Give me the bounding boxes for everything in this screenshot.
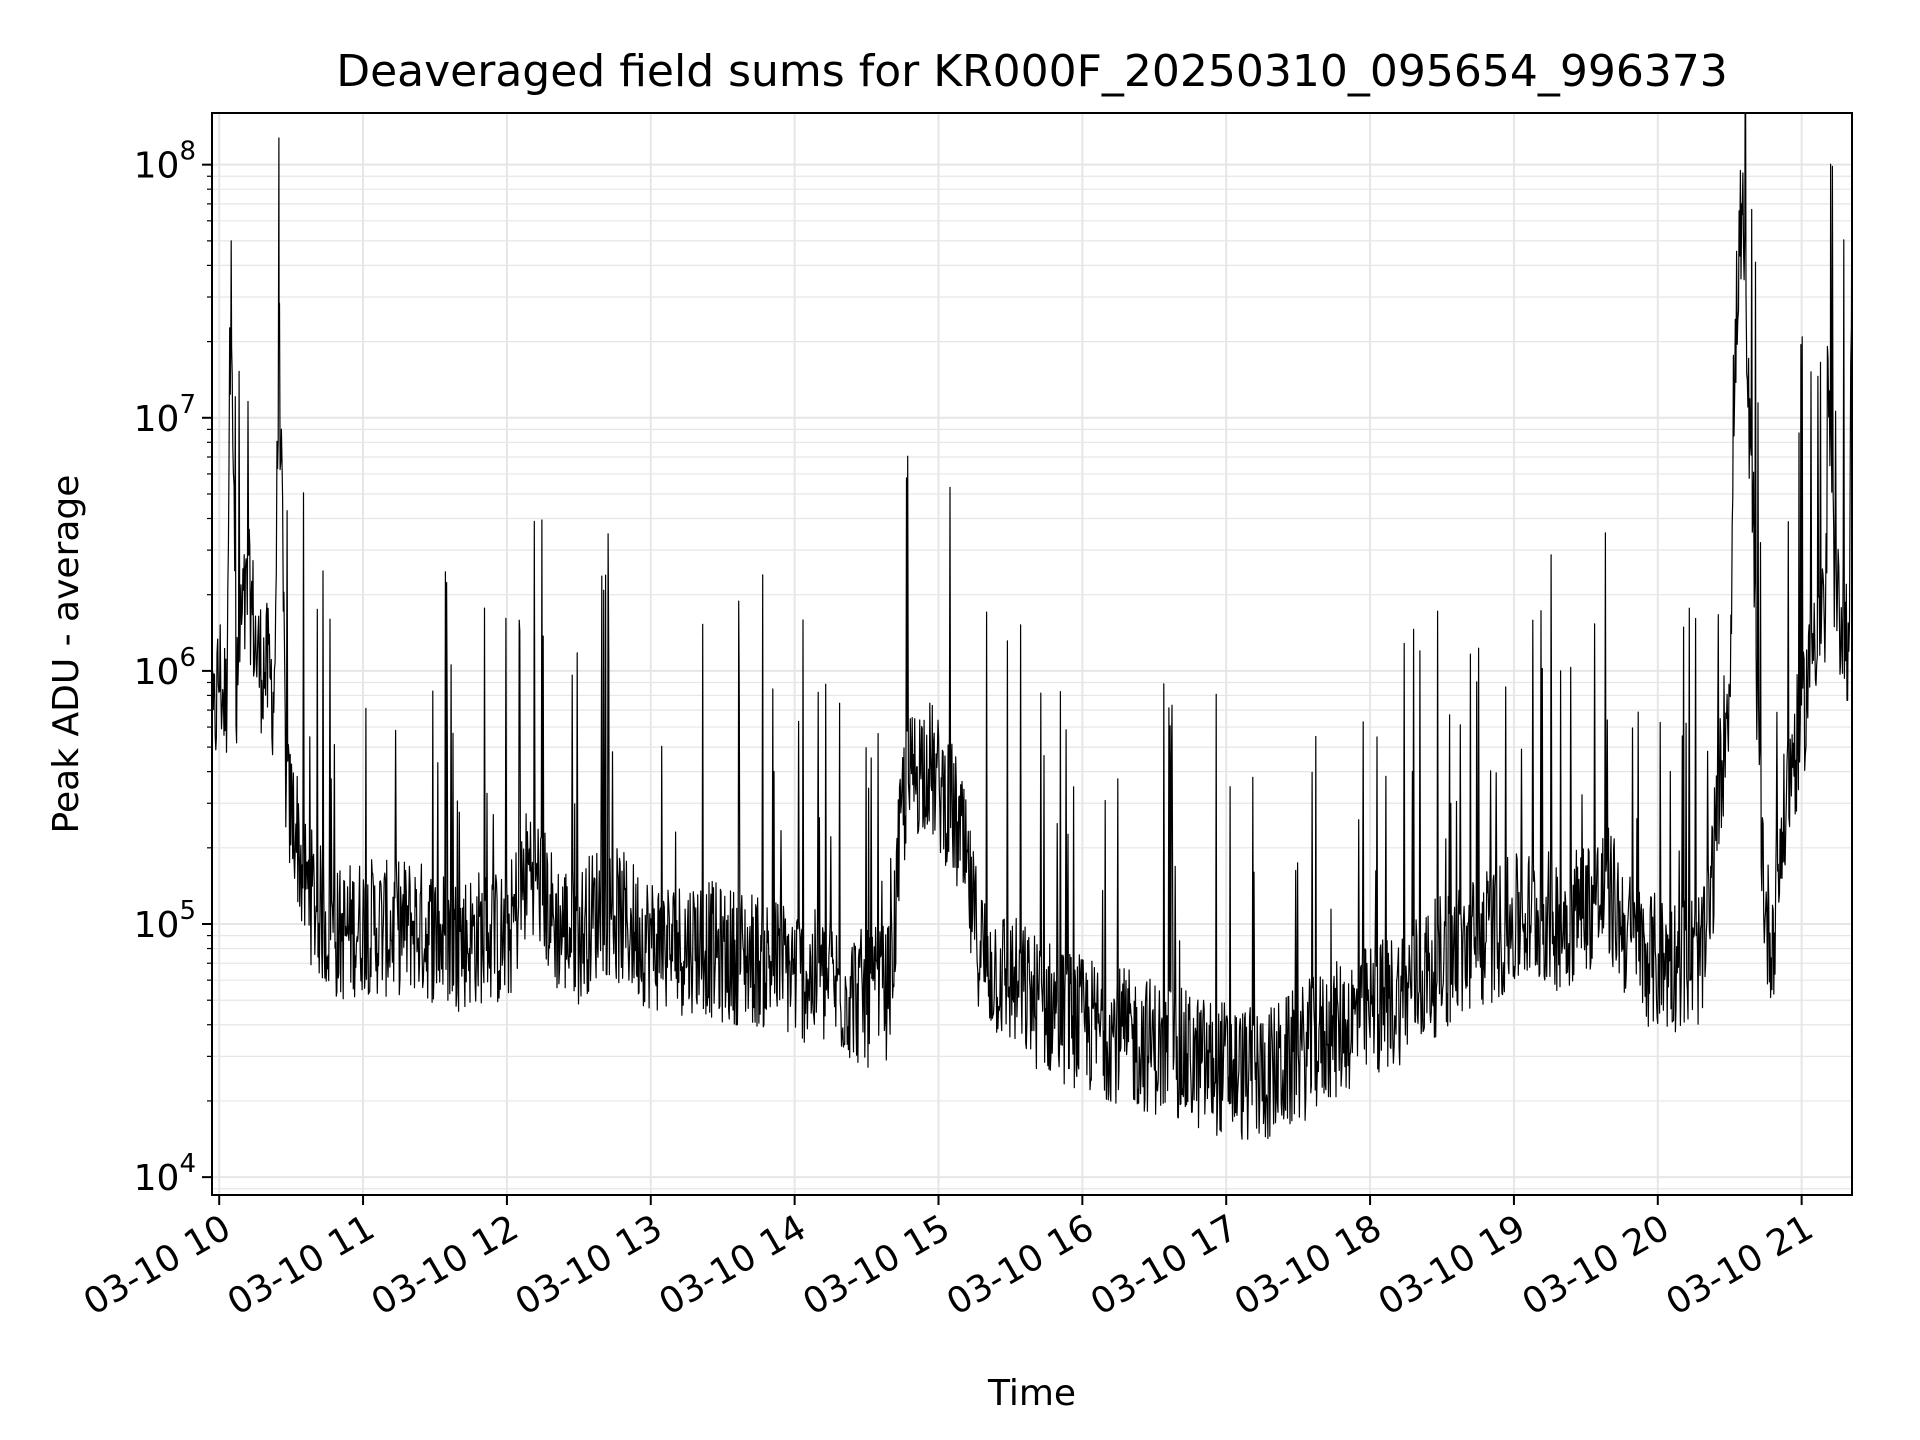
y-tick-mantissa: 10 <box>134 146 180 187</box>
x-tick-label: 03-10 14 <box>652 1207 813 1323</box>
x-tick-label: 03-10 13 <box>509 1207 670 1323</box>
x-tick-label: 03-10 11 <box>221 1207 382 1323</box>
y-tick-mantissa: 10 <box>134 652 180 693</box>
chart-title: Deaveraged field sums for KR000F_2025031… <box>336 46 1728 97</box>
y-tick-label: 108 <box>134 137 196 187</box>
y-tick-label: 107 <box>134 390 196 440</box>
x-tick-label: 03-10 19 <box>1372 1207 1533 1323</box>
series-line <box>212 113 1852 1140</box>
y-tick-exponent: 6 <box>179 643 196 673</box>
y-tick-label: 105 <box>134 896 196 946</box>
x-tick-label: 03-10 17 <box>1084 1207 1245 1323</box>
x-tick-label: 03-10 12 <box>365 1207 526 1323</box>
y-tick-exponent: 8 <box>179 137 196 167</box>
x-tick-label: 03-10 20 <box>1516 1207 1677 1323</box>
plot-frame <box>211 112 1853 1196</box>
x-axis-label: Time <box>987 1373 1076 1414</box>
x-tick-label: 03-10 21 <box>1659 1207 1820 1323</box>
y-tick-label: 106 <box>134 643 196 693</box>
y-tick-mantissa: 10 <box>134 905 180 946</box>
y-tick-exponent: 4 <box>179 1149 196 1179</box>
x-tick-label: 03-10 18 <box>1228 1207 1389 1323</box>
y-tick-mantissa: 10 <box>134 1158 180 1199</box>
x-tick-label: 03-10 10 <box>77 1207 238 1323</box>
y-tick-label: 104 <box>134 1149 196 1199</box>
y-tick-exponent: 7 <box>179 390 196 420</box>
plot-area <box>212 113 1852 1140</box>
y-tick-mantissa: 10 <box>134 399 180 440</box>
x-tick-label: 03-10 16 <box>940 1207 1101 1323</box>
y-axis-label: Peak ADU - average <box>46 475 87 834</box>
y-tick-exponent: 5 <box>179 896 196 926</box>
x-tick-label: 03-10 15 <box>796 1207 957 1323</box>
